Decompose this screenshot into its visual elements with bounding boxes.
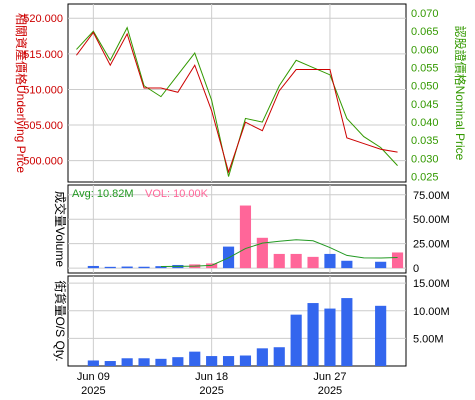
osqty-bar [138,358,149,366]
osqty-axis-title: 街貨量O/S Qty. [53,280,68,361]
right-tick-label: 0.070 [411,8,439,20]
osqty-bar [88,360,99,366]
right-tick-label: 0.025 [411,172,439,184]
left-tick-label: 500.000 [23,156,63,168]
osqty-tick-label: 10.00M [413,306,450,318]
volume-average-label: Avg: 10.82M [72,188,134,200]
x-tick-label: Jun 27 [313,371,346,383]
osqty-tick-label: 15.00M [413,278,450,290]
x-tick-year-label: 2025 [318,385,342,397]
osqty-bar [274,347,285,366]
osqty-bar [291,315,302,366]
price-panel-frame [68,4,406,182]
osqty-bar [105,361,116,366]
right-tick-label: 0.065 [411,26,439,38]
volume-tick-label: 0 [413,263,419,275]
right-tick-label: 0.060 [411,44,439,56]
osqty-bar [122,358,133,366]
x-tick-label: Jun 18 [195,371,228,383]
osqty-tick-label: 5.00M [413,333,444,345]
osqty-bar [223,356,234,366]
right-tick-label: 0.045 [411,99,439,111]
volume-last-label: VOL: 10.00K [145,188,209,200]
volume-tick-label: 75.00M [413,190,450,202]
volume-tick-label: 50.00M [413,214,450,226]
volume-axis-title: 成交量Volume [53,191,68,267]
osqty-bar [240,356,251,366]
left-tick-label: 515.000 [23,49,63,61]
osqty-bar [172,357,183,366]
osqty-bar [257,348,268,366]
volume-bar [274,254,285,268]
underlying-axis-title: 相關資產價格Underlying Price [14,13,29,173]
osqty-panel-frame [68,276,406,366]
osqty-bar [206,356,217,366]
x-tick-year-label: 2025 [199,385,223,397]
volume-bar [105,267,116,268]
volume-bar [291,254,302,268]
left-tick-label: 505.000 [23,120,63,132]
right-tick-label: 0.035 [411,135,439,147]
volume-bar [240,206,251,269]
volume-bar [138,267,149,268]
volume-bar [307,257,318,268]
volume-bar [341,261,352,268]
volume-bar [122,267,133,269]
x-tick-label: Jun 09 [77,371,110,383]
osqty-bar [375,306,386,366]
x-tick-year-label: 2025 [81,385,105,397]
volume-bar [88,266,99,268]
volume-tick-label: 25.00M [413,239,450,251]
left-tick-label: 520.000 [23,13,63,25]
right-tick-label: 0.030 [411,153,439,165]
volume-bar [392,252,403,268]
osqty-bar [324,309,335,366]
right-tick-label: 0.050 [411,81,439,93]
right-tick-label: 0.055 [411,63,439,75]
osqty-bar [155,359,166,366]
volume-bar [324,254,335,268]
nominal-axis-title: 認股證價格Nominal Price [453,26,468,161]
volume-bar [375,262,386,268]
osqty-bar [307,303,318,366]
right-tick-label: 0.040 [411,117,439,129]
osqty-bar [189,352,200,366]
left-tick-label: 510.000 [23,84,63,96]
osqty-bar [341,298,352,366]
